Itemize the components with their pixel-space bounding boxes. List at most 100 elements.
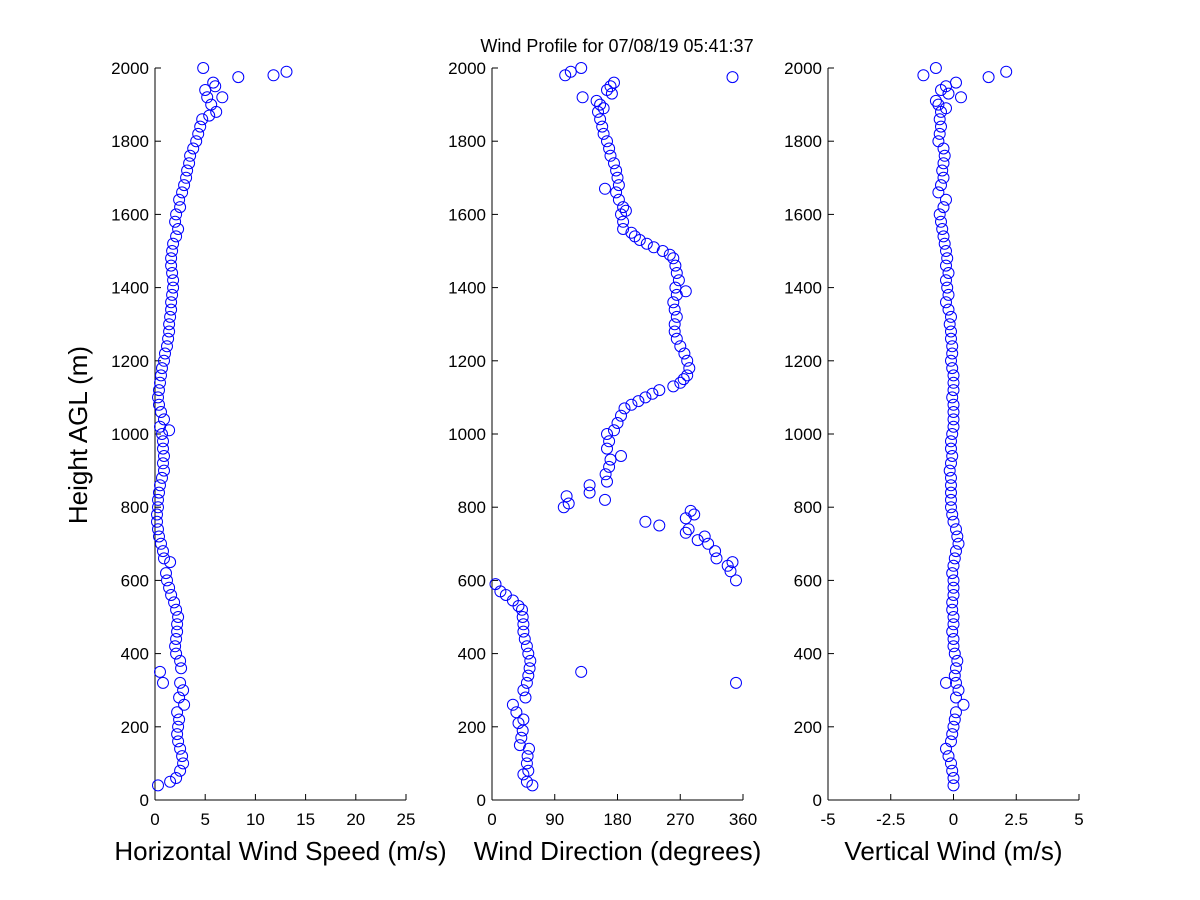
data-point (158, 450, 170, 462)
data-point (617, 201, 630, 214)
data-point (615, 208, 627, 221)
data-point (653, 519, 666, 532)
data-point (945, 757, 957, 770)
data-point (267, 69, 280, 82)
data-point (157, 676, 169, 689)
data-point (599, 182, 611, 195)
x-axis-label: Vertical Wind (m/s) (844, 836, 1062, 866)
data-point (153, 384, 165, 397)
data-point (608, 76, 620, 89)
data-point (688, 508, 701, 521)
data-point (639, 391, 652, 404)
data-point (155, 369, 167, 382)
data-point (594, 98, 607, 111)
data-point (935, 179, 947, 192)
data-point (625, 226, 638, 239)
data-point (174, 654, 187, 667)
data-point (207, 76, 220, 89)
data-point (937, 171, 950, 184)
data-point (709, 545, 722, 558)
data-point (951, 530, 964, 543)
data-point (576, 91, 589, 104)
data-point (942, 750, 955, 763)
data-point (156, 362, 168, 375)
data-point (163, 581, 176, 594)
data-point (154, 420, 166, 433)
data-point (667, 252, 680, 265)
y-tick-label: 1000 (448, 425, 486, 444)
data-point (668, 303, 681, 316)
x-tick-label: 90 (545, 810, 564, 829)
data-point (947, 413, 960, 426)
data-point (947, 384, 960, 397)
data-point (165, 252, 178, 265)
data-point (166, 288, 179, 301)
data-point (170, 230, 183, 243)
data-point (663, 248, 676, 261)
data-point (190, 135, 203, 148)
data-point (933, 127, 946, 140)
y-tick-label: 1000 (111, 425, 149, 444)
data-point (940, 296, 952, 309)
x-tick-label: -2.5 (876, 810, 905, 829)
data-point (945, 471, 957, 484)
data-point (618, 402, 631, 415)
y-tick-label: 2000 (111, 59, 149, 78)
data-point (677, 373, 690, 386)
data-point (946, 728, 959, 741)
data-point (945, 479, 957, 492)
data-point (684, 504, 697, 517)
data-point (158, 354, 170, 367)
data-point (605, 87, 618, 100)
data-point (945, 310, 957, 323)
data-point (583, 479, 596, 492)
y-tick-label: 1600 (448, 205, 486, 224)
data-point (933, 208, 946, 221)
data-point (153, 398, 165, 411)
data-point (929, 94, 942, 107)
data-point (524, 654, 537, 667)
data-point (601, 135, 613, 148)
data-point (682, 523, 695, 536)
data-point (168, 596, 181, 609)
data-point (947, 369, 960, 382)
data-point (155, 406, 167, 418)
y-tick-label: 800 (794, 498, 822, 517)
data-point (936, 164, 949, 177)
data-point (154, 376, 166, 389)
data-point (175, 662, 188, 675)
data-point (160, 567, 172, 580)
panel-wind-direction: 0 90 180 270 360 0 200 400 600 800 1000 1200 1400 160… (448, 59, 761, 866)
data-point (679, 285, 692, 298)
data-point (173, 691, 186, 704)
y-tick-label: 2000 (784, 59, 822, 78)
data-point (152, 501, 164, 514)
data-point (601, 475, 613, 488)
data-point (205, 98, 218, 111)
data-point (520, 640, 533, 653)
data-point (519, 691, 532, 704)
y-tick-label: 1600 (111, 205, 149, 224)
data-point (161, 340, 173, 353)
data-point (730, 676, 742, 689)
data-point (601, 428, 613, 440)
data-point (162, 332, 175, 345)
data-point (597, 127, 610, 140)
data-point (947, 611, 960, 623)
data-point (521, 750, 534, 763)
data-point (950, 706, 962, 719)
data-point (489, 578, 502, 591)
data-point (726, 71, 739, 84)
data-point (691, 534, 704, 547)
data-point (938, 237, 951, 250)
data-point (177, 757, 190, 770)
x-tick-label: 270 (666, 810, 694, 829)
data-point (562, 497, 575, 510)
data-point (599, 493, 611, 506)
data-point (946, 340, 959, 353)
x-axis-label: Horizontal Wind Speed (m/s) (114, 836, 446, 866)
data-point (945, 457, 957, 470)
x-tick-label: 0 (487, 810, 496, 829)
y-tick-label: 1600 (784, 205, 822, 224)
data-point (955, 91, 967, 104)
